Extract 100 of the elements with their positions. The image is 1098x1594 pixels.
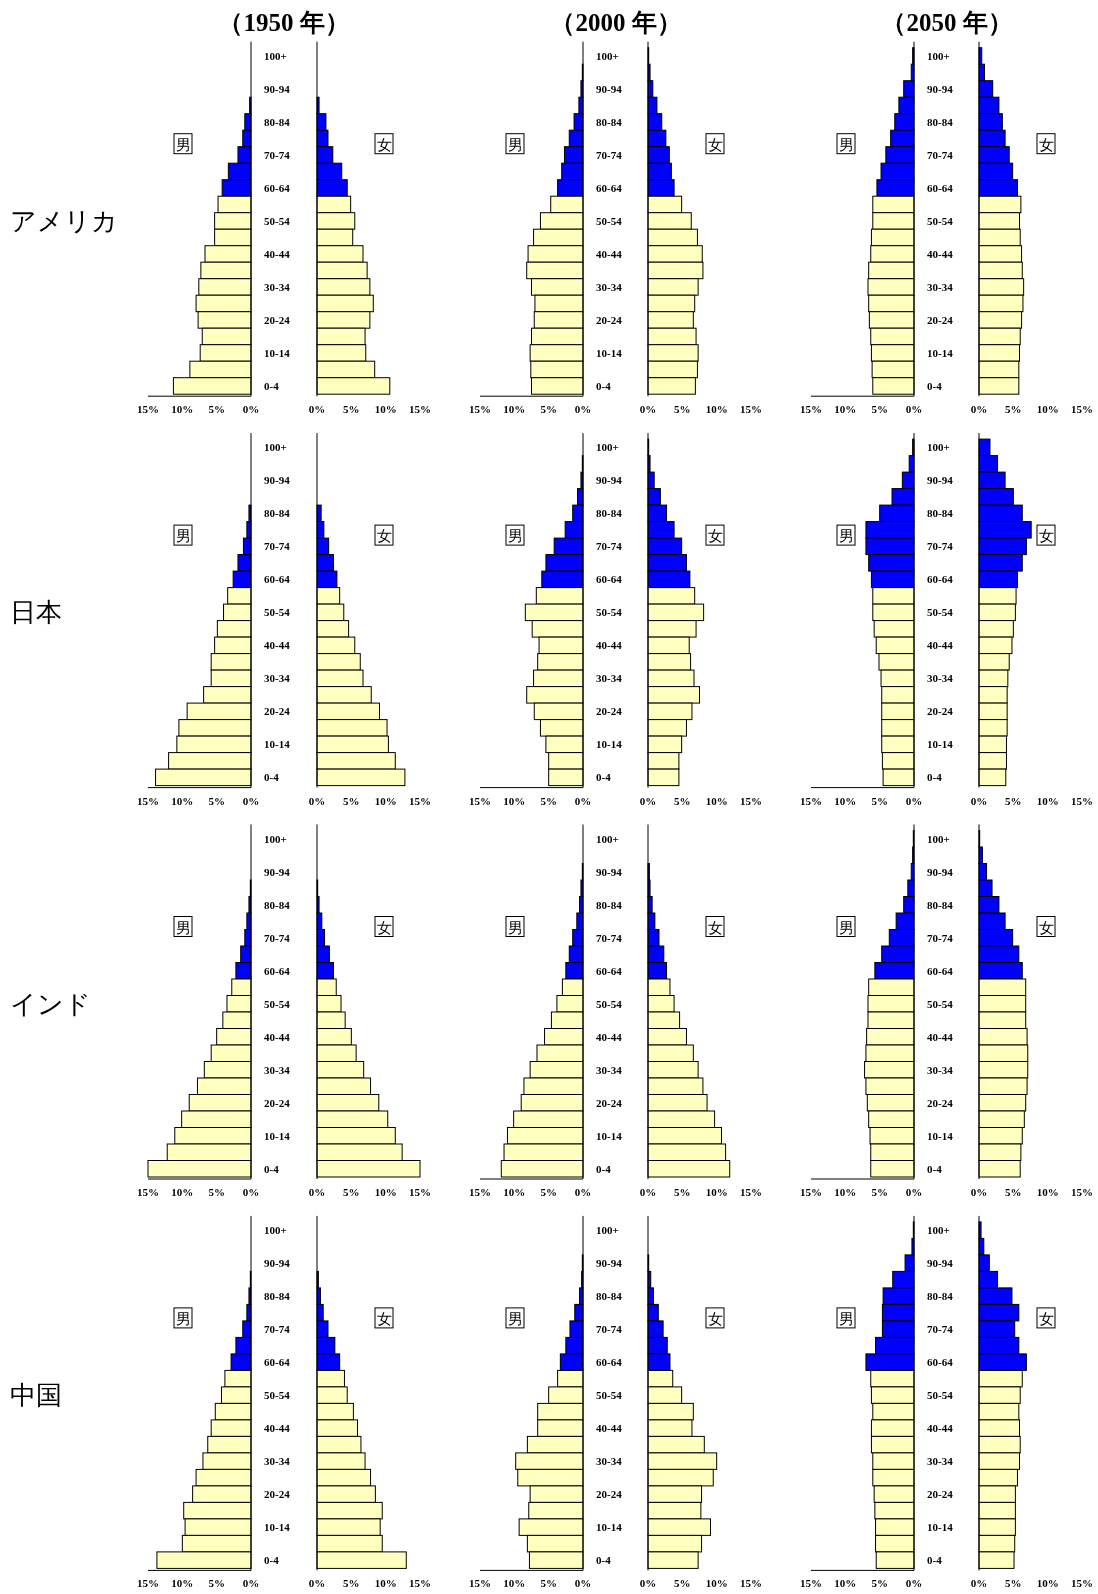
y-tick-label: 30-34 [927, 1455, 954, 1468]
y-tick-label: 0-4 [264, 1162, 280, 1175]
y-tick-label: 30-34 [596, 1455, 623, 1468]
y-tick-label: 0-4 [927, 1554, 943, 1567]
x-tick-label: 0% [905, 794, 923, 807]
x-tick-label: 5% [343, 1577, 360, 1590]
y-tick-label: 20-24 [596, 1096, 623, 1109]
x-tick-label: 0% [308, 1186, 326, 1198]
y-axis-title: インド [10, 988, 91, 1019]
chart-title: （2000 年） [550, 8, 682, 36]
y-tick-label: 50-54 [264, 1389, 291, 1402]
y-tick-label: 90-94 [927, 1257, 954, 1270]
x-tick-label: 15% [469, 1577, 491, 1590]
x-tick-label: 0% [905, 1577, 923, 1590]
y-tick-label: 30-34 [927, 280, 954, 293]
y-tick-label: 100+ [927, 832, 950, 845]
y-tick-label: 80-84 [927, 507, 954, 520]
x-tick-label: 10% [171, 403, 194, 416]
y-tick-label: 100+ [596, 441, 619, 454]
x-tick-label: 5% [674, 1186, 691, 1198]
y-tick-label: 80-84 [264, 898, 291, 911]
y-tick-label: 20-24 [927, 705, 954, 718]
x-tick-label: 15% [409, 403, 431, 416]
y-tick-label: 0-4 [927, 379, 943, 392]
y-axis-title: 中国 [10, 1380, 62, 1411]
y-tick-label: 60-64 [264, 573, 291, 586]
x-tick-label: 5% [540, 1186, 557, 1198]
x-tick-label: 15% [800, 1186, 822, 1198]
x-tick-label: 5% [674, 794, 691, 807]
chart-title: （1950 年） [218, 8, 350, 36]
x-tick-label: 0% [639, 1186, 657, 1198]
x-tick-label: 15% [740, 1186, 762, 1198]
y-tick-label: 50-54 [264, 606, 291, 619]
x-tick-label: 5% [343, 794, 360, 807]
y-tick-label: 90-94 [927, 865, 954, 878]
x-tick-label: 0% [308, 794, 326, 807]
x-tick-label: 5% [208, 403, 225, 416]
annotation: 女 [705, 524, 725, 546]
x-tick-label: 10% [503, 1577, 526, 1590]
x-tick-label: 5% [540, 1577, 557, 1590]
x-tick-label: 15% [1071, 794, 1093, 807]
x-tick-label: 10% [374, 403, 397, 416]
y-tick-label: 80-84 [264, 115, 291, 128]
y-tick-label: 80-84 [927, 1290, 954, 1303]
x-tick-label: 0% [242, 794, 260, 807]
y-tick-label: 80-84 [927, 898, 954, 911]
x-tick-label: 0% [308, 403, 326, 416]
x-tick-label: 5% [1005, 1186, 1022, 1198]
y-tick-label: 40-44 [264, 1030, 291, 1043]
y-tick-label: 30-34 [264, 280, 291, 293]
annotation: 女 [1036, 1307, 1056, 1329]
x-tick-label: 15% [740, 1577, 762, 1590]
x-tick-label: 15% [800, 794, 822, 807]
annotation: 男 [173, 524, 193, 546]
y-tick-label: 80-84 [596, 507, 623, 520]
y-tick-label: 100+ [264, 1224, 287, 1237]
y-tick-label: 70-74 [927, 540, 954, 553]
x-tick-label: 0% [970, 1186, 988, 1198]
y-tick-label: 60-64 [264, 1356, 291, 1369]
x-tick-label: 10% [834, 403, 857, 416]
y-tick-label: 0-4 [264, 379, 280, 392]
x-tick-label: 15% [740, 794, 762, 807]
y-tick-label: 50-54 [264, 214, 291, 227]
y-tick-label: 0-4 [596, 771, 612, 784]
x-tick-label: 0% [242, 1186, 260, 1198]
x-tick-label: 0% [970, 403, 988, 416]
x-tick-label: 15% [800, 1577, 822, 1590]
y-tick-label: 20-24 [596, 705, 623, 718]
x-tick-label: 15% [740, 403, 762, 416]
x-tick-label: 5% [871, 1577, 888, 1590]
y-tick-label: 70-74 [927, 1323, 954, 1336]
y-tick-label: 30-34 [264, 1063, 291, 1076]
x-tick-label: 0% [970, 1577, 988, 1590]
y-tick-label: 90-94 [264, 1257, 291, 1270]
x-tick-label: 0% [574, 1577, 592, 1590]
x-tick-label: 15% [137, 794, 159, 807]
x-tick-label: 15% [137, 403, 159, 416]
y-tick-label: 0-4 [596, 1554, 612, 1567]
annotation: 女 [705, 133, 725, 155]
y-tick-label: 50-54 [927, 606, 954, 619]
y-tick-label: 70-74 [927, 931, 954, 944]
annotation: 女 [1036, 133, 1056, 155]
x-tick-label: 10% [834, 794, 857, 807]
y-tick-label: 0-4 [927, 1162, 943, 1175]
y-tick-label: 10-14 [927, 738, 954, 751]
y-tick-label: 50-54 [596, 1389, 623, 1402]
annotation: 女 [705, 1307, 725, 1329]
x-tick-label: 10% [171, 1186, 194, 1198]
x-tick-label: 15% [409, 1186, 431, 1198]
y-tick-label: 50-54 [927, 214, 954, 227]
y-tick-label: 90-94 [927, 474, 954, 487]
annotation: 女 [705, 916, 725, 937]
y-tick-label: 10-14 [596, 738, 623, 751]
y-tick-label: 0-4 [596, 379, 612, 392]
x-tick-label: 10% [171, 794, 194, 807]
y-tick-label: 10-14 [596, 346, 623, 359]
y-tick-label: 60-64 [596, 181, 623, 194]
y-tick-label: 20-24 [927, 1488, 954, 1501]
x-tick-label: 0% [574, 794, 592, 807]
x-tick-label: 5% [343, 403, 360, 416]
